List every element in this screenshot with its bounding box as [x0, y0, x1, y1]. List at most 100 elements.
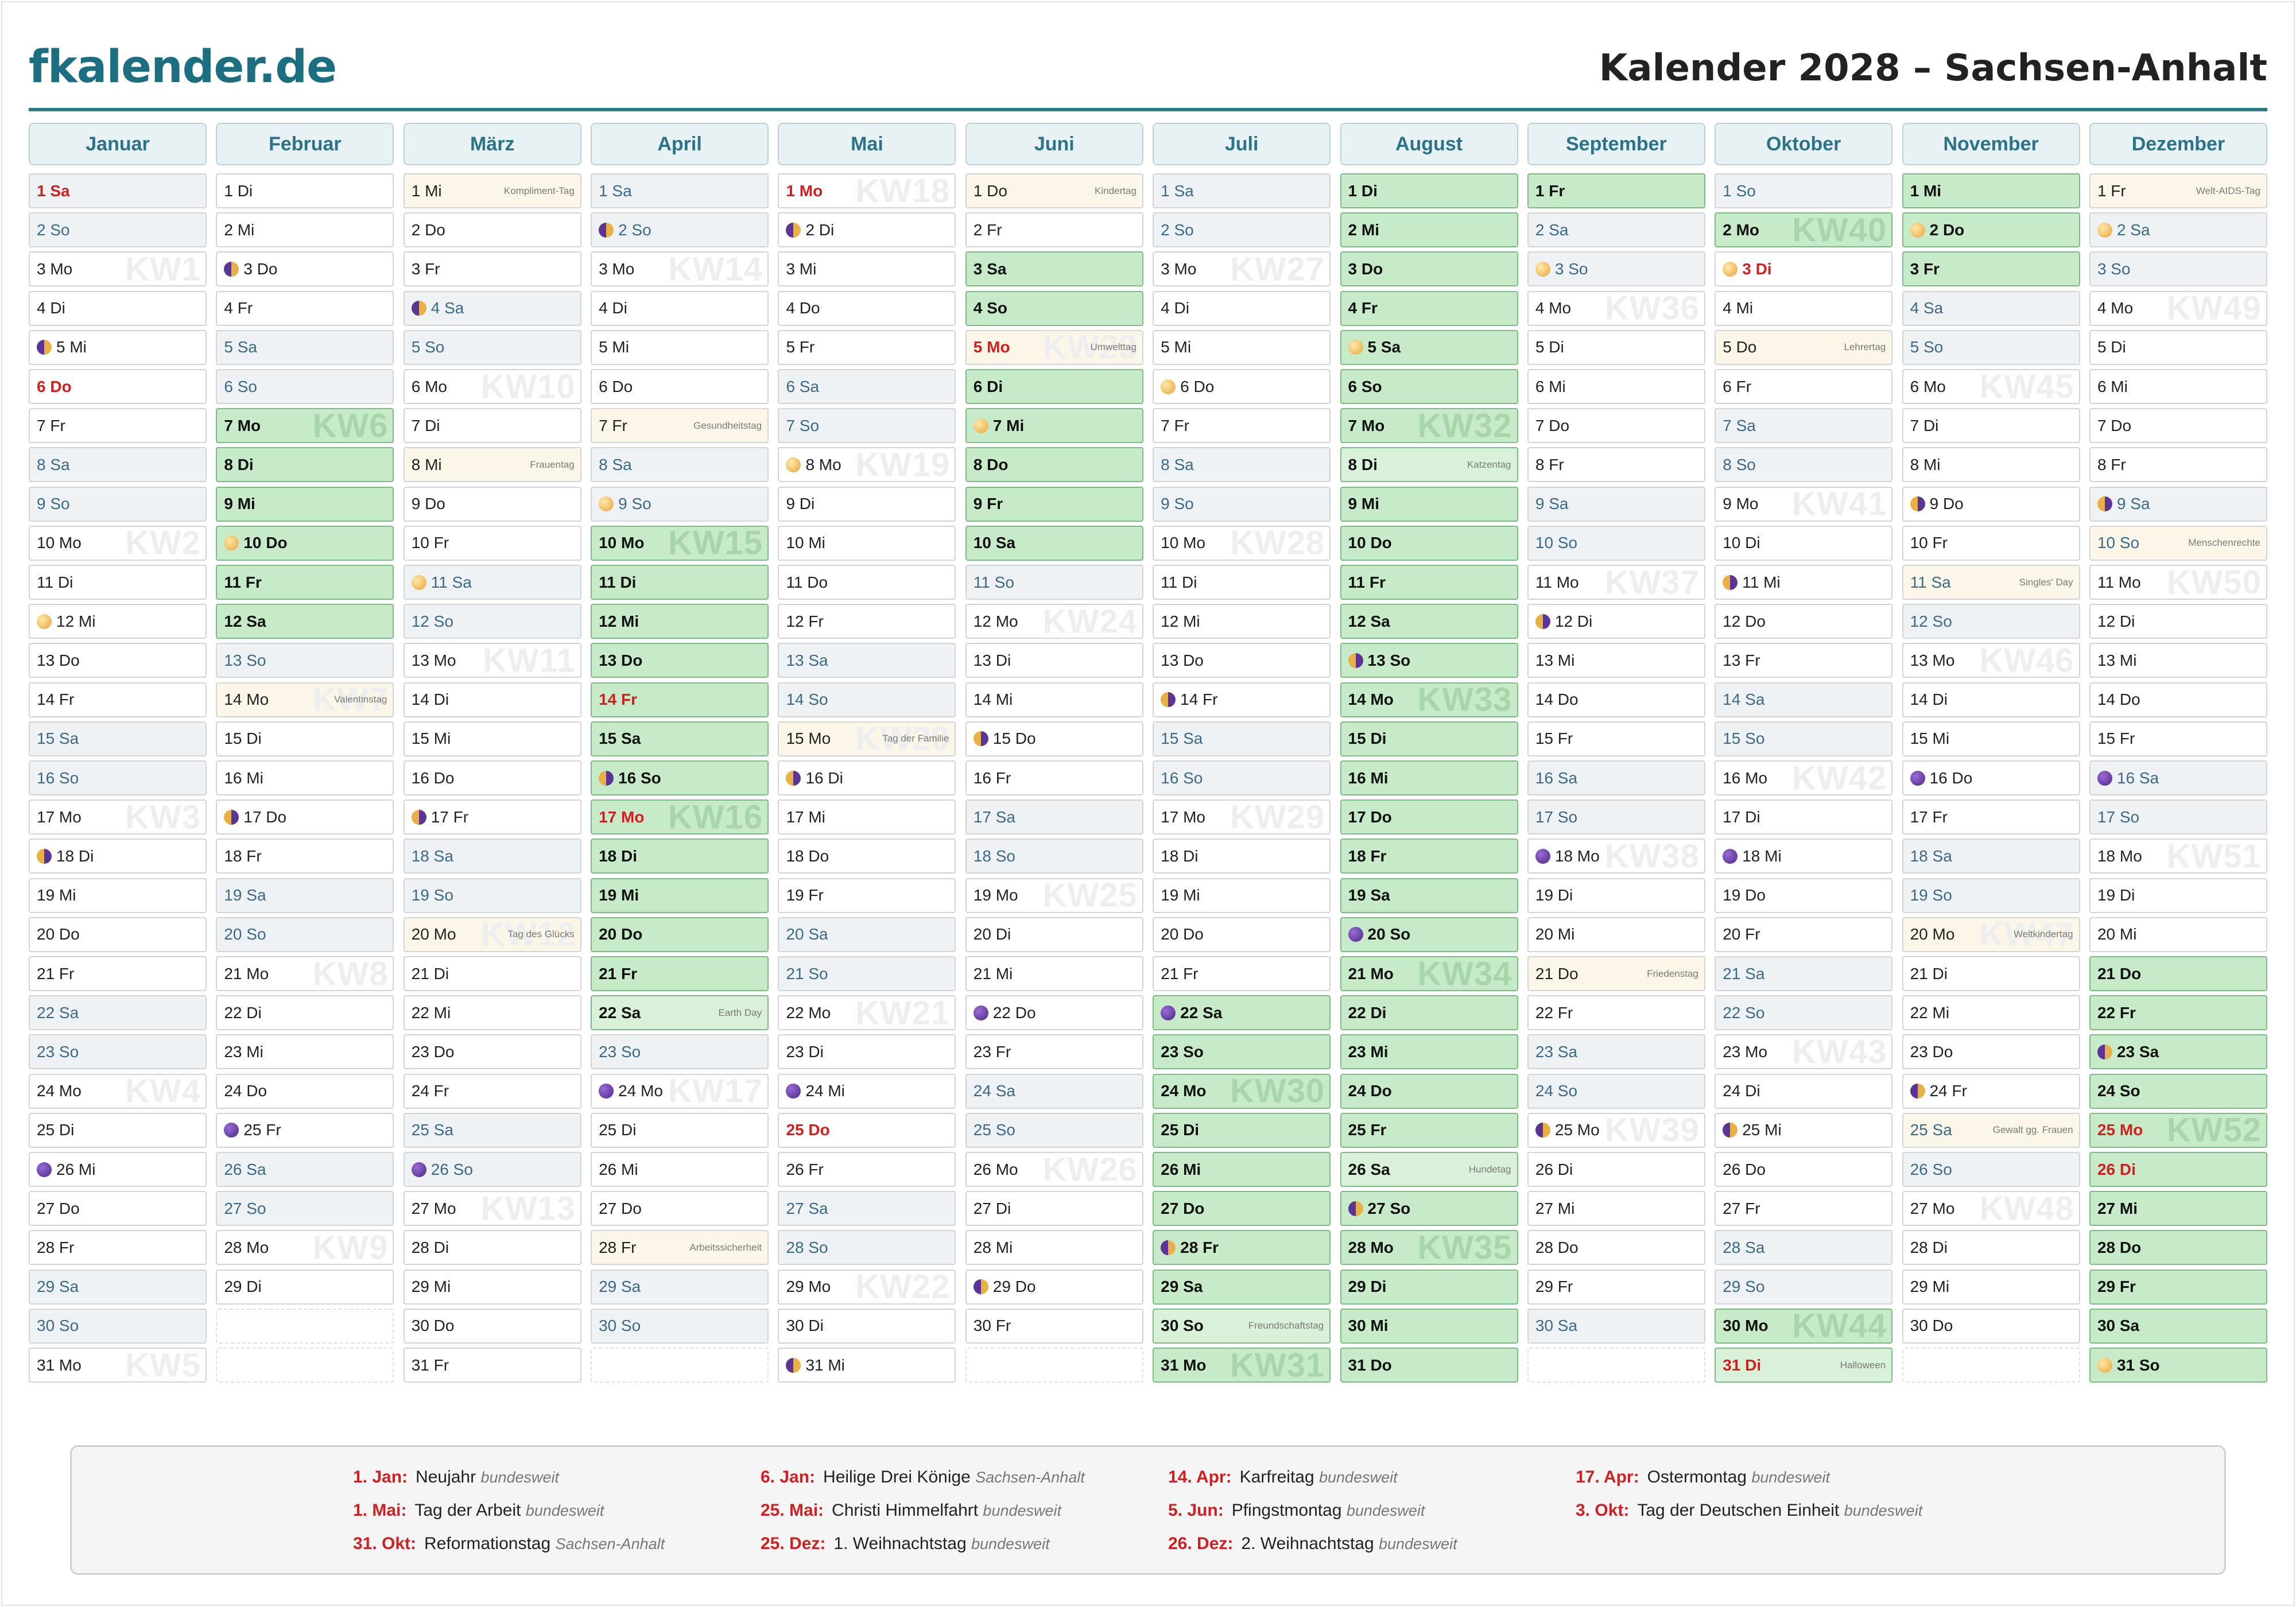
day-cell[interactable]: 12 Fr: [778, 604, 956, 639]
day-cell[interactable]: 26 Sa: [216, 1152, 394, 1187]
day-cell[interactable]: KW30 24 Mo: [1153, 1073, 1331, 1109]
day-cell[interactable]: 16 Mi: [216, 760, 394, 795]
day-cell[interactable]: 5 Mi: [591, 329, 769, 365]
day-cell[interactable]: 9 So: [591, 486, 769, 522]
day-cell[interactable]: 26 So: [1902, 1152, 2080, 1187]
day-cell[interactable]: KW44 30 Mo: [1715, 1308, 1893, 1344]
day-cell[interactable]: 13 Do: [1153, 643, 1331, 678]
day-cell[interactable]: 10 So Menschenrechte: [2089, 525, 2267, 561]
day-cell[interactable]: KW22 29 Mo: [778, 1269, 956, 1305]
day-cell[interactable]: 12 Sa: [1340, 604, 1518, 639]
day-cell[interactable]: 14 So: [778, 682, 956, 717]
day-cell[interactable]: KW23 5 Mo Umwelttag: [965, 329, 1143, 365]
day-cell[interactable]: 2 Mi: [1340, 212, 1518, 248]
day-cell[interactable]: 16 Sa: [1527, 760, 1705, 795]
day-cell[interactable]: 26 Sa Hundetag: [1340, 1152, 1518, 1187]
day-cell[interactable]: 14 Do: [2089, 682, 2267, 717]
day-cell[interactable]: 8 Do: [965, 447, 1143, 483]
day-cell[interactable]: 13 Do: [29, 643, 207, 678]
day-cell[interactable]: 25 Fr: [216, 1112, 394, 1148]
day-cell[interactable]: KW50 11 Mo: [2089, 565, 2267, 600]
day-cell[interactable]: 8 Sa: [29, 447, 207, 483]
day-cell[interactable]: 5 Do Lehrertag: [1715, 329, 1893, 365]
day-cell[interactable]: 1 Fr Welt-AIDS-Tag: [2089, 173, 2267, 208]
day-cell[interactable]: 23 Do: [1902, 1034, 2080, 1070]
day-cell[interactable]: 18 Sa: [1902, 839, 2080, 874]
day-cell[interactable]: 29 Mi: [1902, 1269, 2080, 1305]
day-cell[interactable]: 5 Sa: [1340, 329, 1518, 365]
day-cell[interactable]: 1 Sa: [591, 173, 769, 208]
day-cell[interactable]: 7 Fr Gesundheitstag: [591, 408, 769, 444]
day-cell[interactable]: 11 Sa Singles' Day: [1902, 565, 2080, 600]
day-cell[interactable]: 9 Fr: [965, 486, 1143, 522]
day-cell[interactable]: 27 Do: [591, 1191, 769, 1226]
day-cell[interactable]: KW21 22 Mo: [778, 995, 956, 1031]
day-cell[interactable]: 24 So: [2089, 1073, 2267, 1109]
day-cell[interactable]: 6 Do: [591, 369, 769, 404]
day-cell[interactable]: 18 Di: [1153, 839, 1331, 874]
day-cell[interactable]: 19 Fr: [778, 878, 956, 913]
day-cell[interactable]: 29 Di: [216, 1269, 394, 1305]
day-cell[interactable]: KW42 16 Mo: [1715, 760, 1893, 795]
day-cell[interactable]: 22 Di: [216, 995, 394, 1031]
day-cell[interactable]: 15 So: [1715, 721, 1893, 756]
day-cell[interactable]: 15 Di: [1340, 721, 1518, 756]
day-cell[interactable]: 21 Fr: [29, 956, 207, 991]
day-cell[interactable]: 9 Sa: [1527, 486, 1705, 522]
day-cell[interactable]: KW27 3 Mo: [1153, 251, 1331, 287]
day-cell[interactable]: 23 So: [1153, 1034, 1331, 1070]
day-cell[interactable]: 15 Mi: [403, 721, 581, 756]
day-cell[interactable]: KW31 31 Mo: [1153, 1348, 1331, 1383]
day-cell[interactable]: 10 Sa: [965, 525, 1143, 561]
day-cell[interactable]: 4 Sa: [1902, 290, 2080, 326]
day-cell[interactable]: 21 Mi: [965, 956, 1143, 991]
day-cell[interactable]: 15 Sa: [29, 721, 207, 756]
day-cell[interactable]: 14 Mi: [965, 682, 1143, 717]
day-cell[interactable]: KW19 8 Mo: [778, 447, 956, 483]
day-cell[interactable]: 9 So: [29, 486, 207, 522]
day-cell[interactable]: 17 Fr: [1902, 799, 2080, 835]
day-cell[interactable]: 26 Di: [1527, 1152, 1705, 1187]
day-cell[interactable]: 19 Mi: [29, 878, 207, 913]
day-cell[interactable]: 8 Fr: [1527, 447, 1705, 483]
day-cell[interactable]: 28 Sa: [1715, 1230, 1893, 1266]
day-cell[interactable]: 1 Mi: [1902, 173, 2080, 208]
day-cell[interactable]: KW1 3 Mo: [29, 251, 207, 287]
day-cell[interactable]: KW24 12 Mo: [965, 604, 1143, 639]
day-cell[interactable]: 11 Do: [778, 565, 956, 600]
day-cell[interactable]: 13 So: [1340, 643, 1518, 678]
day-cell[interactable]: 16 Do: [1902, 760, 2080, 795]
day-cell[interactable]: 1 Fr: [1527, 173, 1705, 208]
day-cell[interactable]: KW46 13 Mo: [1902, 643, 2080, 678]
day-cell[interactable]: 19 Mi: [1153, 878, 1331, 913]
day-cell[interactable]: 14 Fr: [29, 682, 207, 717]
day-cell[interactable]: 23 Mi: [216, 1034, 394, 1070]
day-cell[interactable]: 19 Di: [2089, 878, 2267, 913]
day-cell[interactable]: 29 Do: [965, 1269, 1143, 1305]
day-cell[interactable]: 29 Mi: [403, 1269, 581, 1305]
day-cell[interactable]: 15 Sa: [591, 721, 769, 756]
day-cell[interactable]: 19 So: [403, 878, 581, 913]
day-cell[interactable]: KW34 21 Mo: [1340, 956, 1518, 991]
day-cell[interactable]: KW26 26 Mo: [965, 1152, 1143, 1187]
day-cell[interactable]: 10 Mi: [778, 525, 956, 561]
day-cell[interactable]: 25 Di: [29, 1112, 207, 1148]
day-cell[interactable]: 1 Sa: [1153, 173, 1331, 208]
day-cell[interactable]: 27 Mi: [1527, 1191, 1705, 1226]
day-cell[interactable]: 26 Mi: [591, 1152, 769, 1187]
day-cell[interactable]: 26 So: [403, 1152, 581, 1187]
day-cell[interactable]: 11 Sa: [403, 565, 581, 600]
day-cell[interactable]: 3 Di: [1715, 251, 1893, 287]
day-cell[interactable]: 3 Sa: [965, 251, 1143, 287]
day-cell[interactable]: 10 Fr: [403, 525, 581, 561]
day-cell[interactable]: 19 So: [1902, 878, 2080, 913]
day-cell[interactable]: 25 Sa: [403, 1112, 581, 1148]
day-cell[interactable]: 19 Di: [1527, 878, 1705, 913]
day-cell[interactable]: 5 Di: [1527, 329, 1705, 365]
day-cell[interactable]: 3 Mi: [778, 251, 956, 287]
day-cell[interactable]: 14 Sa: [1715, 682, 1893, 717]
day-cell[interactable]: 13 Mi: [2089, 643, 2267, 678]
day-cell[interactable]: 13 Do: [591, 643, 769, 678]
day-cell[interactable]: 29 Di: [1340, 1269, 1518, 1305]
day-cell[interactable]: 5 So: [1902, 329, 2080, 365]
